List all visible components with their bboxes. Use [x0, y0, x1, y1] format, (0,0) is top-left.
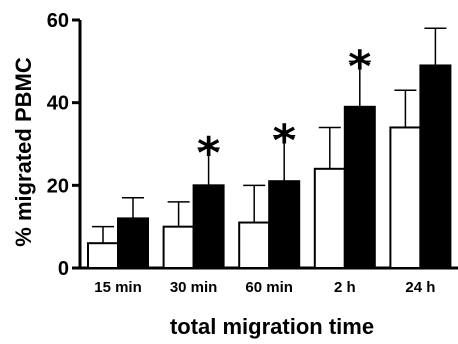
bar [313, 167, 346, 269]
x-axis-labels: 15 min 30 min 60 min 2 h 24 h [94, 279, 435, 296]
x-tick-label: 30 min [170, 279, 218, 296]
x-axis-title: total migration time [170, 314, 374, 339]
significance-markers: * * * [197, 41, 371, 179]
x-tick-label: 60 min [245, 279, 293, 296]
bar [419, 64, 452, 270]
y-tick-label: 20 [47, 175, 69, 197]
bar [343, 105, 376, 269]
bar [87, 242, 119, 269]
error-bars [92, 27, 447, 244]
y-tick-label: 40 [47, 93, 69, 115]
bar [192, 184, 225, 269]
y-axis-ticks: 0 20 40 60 [47, 10, 80, 280]
bar [117, 217, 149, 269]
y-axis-title: % migrated PBMC [11, 57, 36, 247]
x-tick-label: 15 min [94, 279, 142, 296]
significance-star: * [348, 41, 371, 92]
y-tick-label: 60 [47, 10, 69, 32]
x-tick-label: 2 h [334, 279, 356, 296]
x-tick-label: 24 h [405, 279, 435, 296]
bar [238, 221, 271, 270]
bars [87, 64, 452, 270]
y-tick-label: 0 [58, 258, 69, 280]
significance-star: * [197, 128, 220, 179]
bar [389, 126, 422, 270]
bar [162, 225, 195, 270]
significance-star: * [273, 116, 296, 167]
bar [268, 180, 301, 269]
